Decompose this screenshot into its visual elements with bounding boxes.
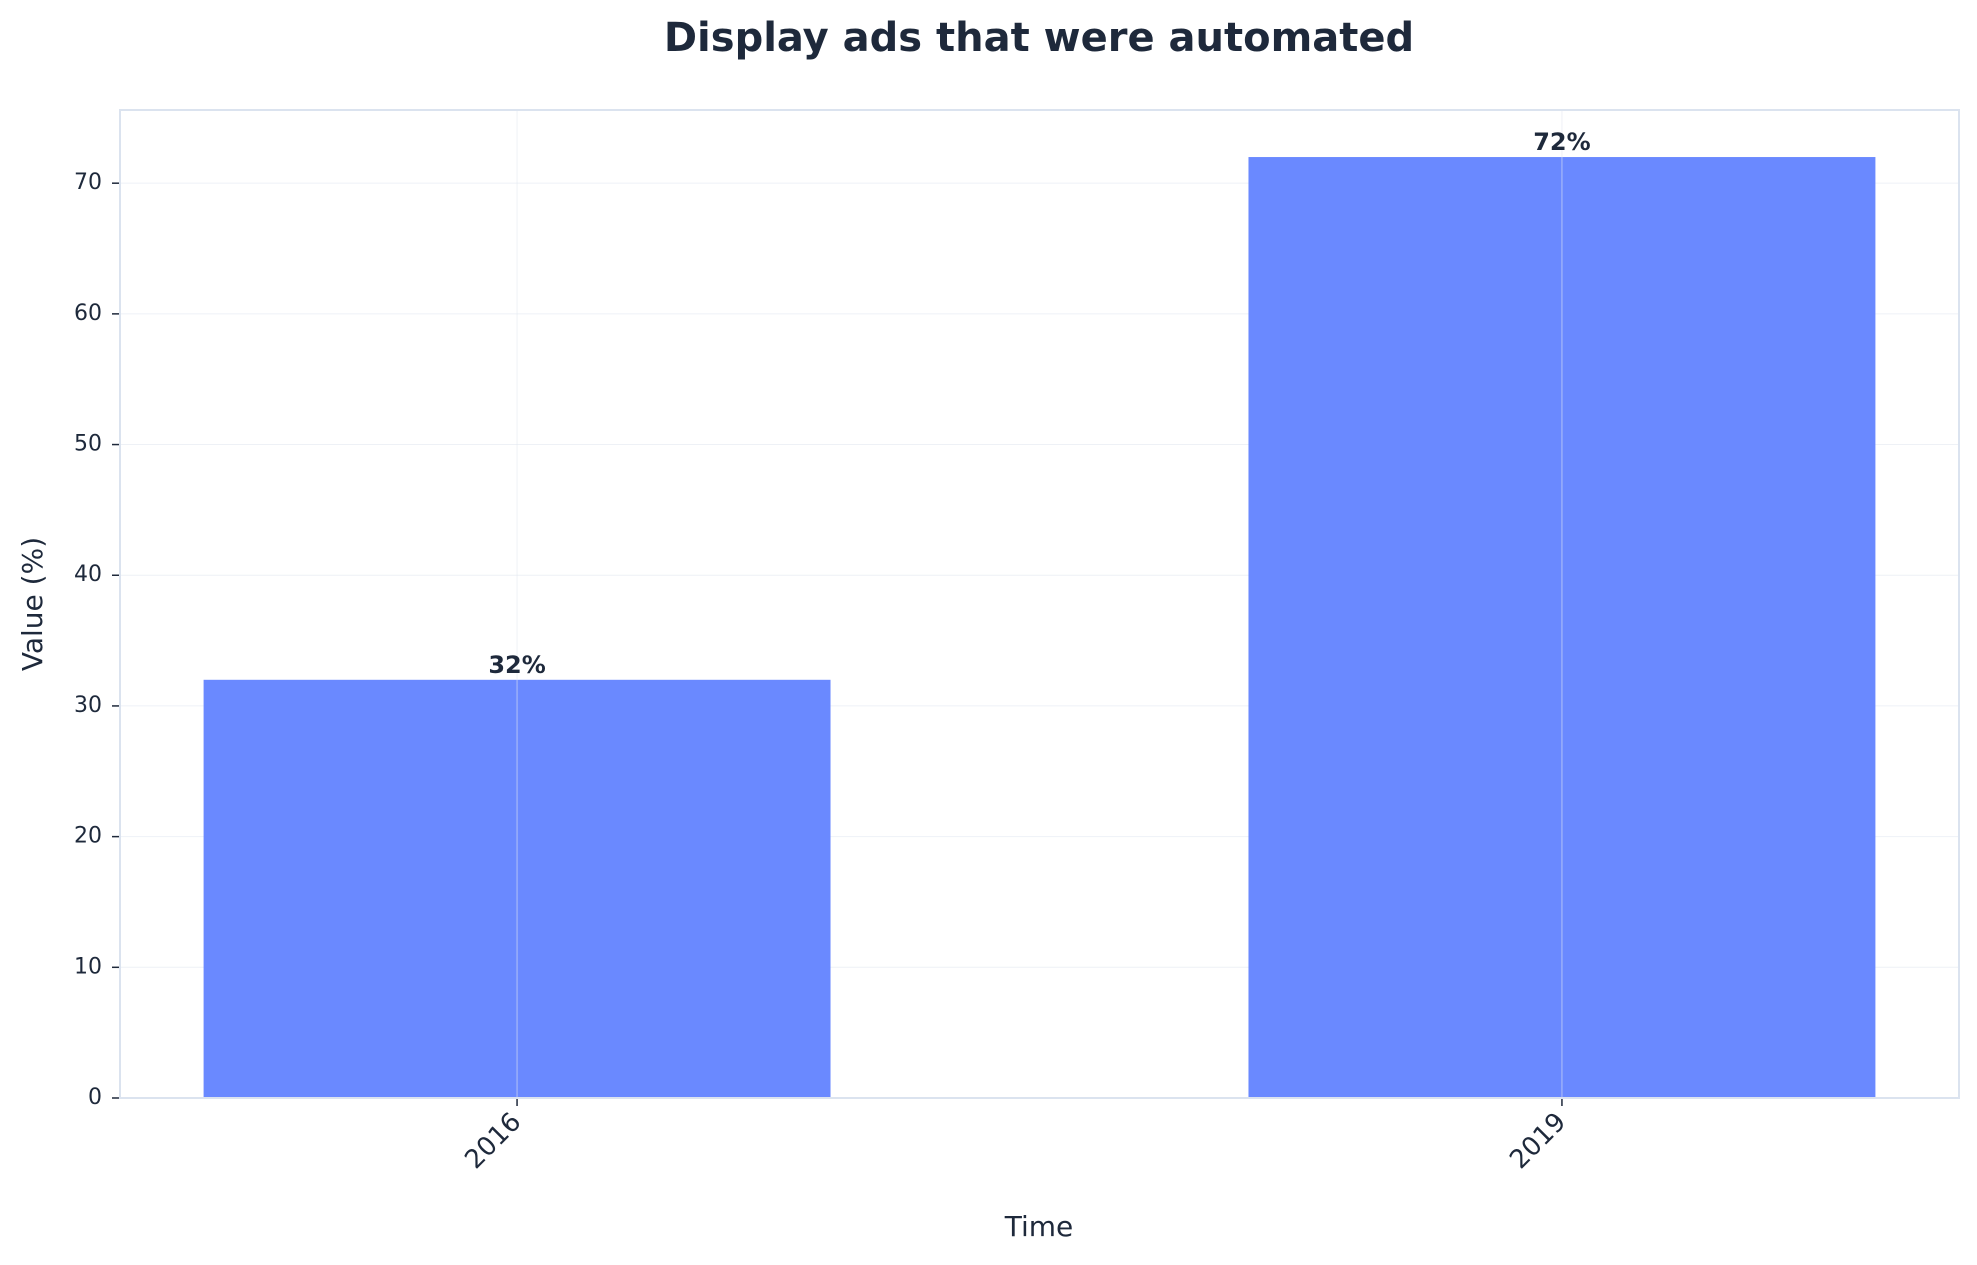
x-tick-label: 2019 bbox=[1504, 1107, 1572, 1175]
y-tick-label: 20 bbox=[74, 824, 102, 849]
x-tick-label: 2016 bbox=[459, 1107, 527, 1175]
y-tick-label: 60 bbox=[74, 301, 102, 326]
y-tick-label: 0 bbox=[88, 1085, 102, 1110]
y-tick-label: 30 bbox=[74, 693, 102, 718]
chart-title: Display ads that were automated bbox=[664, 15, 1414, 61]
plot-frame bbox=[119, 109, 1960, 1099]
y-tick-label: 40 bbox=[74, 562, 102, 587]
y-axis-label: Value (%) bbox=[16, 537, 49, 671]
y-tick-label: 70 bbox=[74, 170, 102, 195]
y-tick-label: 50 bbox=[74, 432, 102, 457]
value-label: 32% bbox=[488, 651, 545, 679]
y-tick-label: 10 bbox=[74, 954, 102, 979]
x-axis-label: Time bbox=[1004, 1210, 1074, 1243]
value-label: 72% bbox=[1533, 128, 1590, 156]
